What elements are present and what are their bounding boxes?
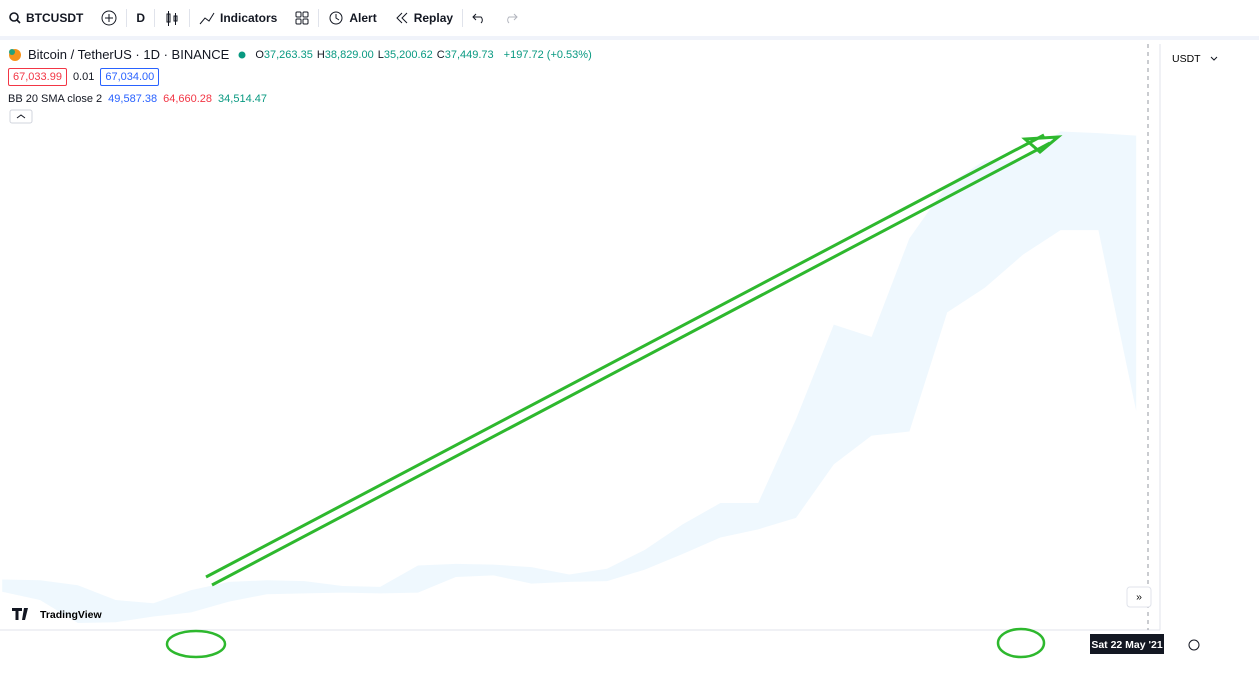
ohlc-key: O [255, 49, 264, 61]
indicator-name: BB 20 SMA close 2 [8, 93, 103, 105]
arrow-head [1021, 135, 1063, 154]
indicators-icon [199, 12, 215, 25]
separator [126, 9, 128, 27]
currency-caret [1210, 56, 1218, 61]
currency-button[interactable] [1166, 48, 1222, 68]
symbol-title: Bitcoin / TetherUS · 1D · BINANCE [28, 47, 230, 62]
settings-icon[interactable] [1188, 639, 1200, 651]
annotations [165, 133, 1063, 659]
logo-text: TradingView [40, 609, 102, 621]
highlight-ellipse [165, 629, 227, 659]
undo-icon [472, 13, 483, 24]
alert-button[interactable]: Alert [319, 10, 385, 26]
arrow-line [211, 141, 1051, 587]
indicator-lower: 34,514.47 [218, 93, 267, 105]
separator [318, 9, 320, 27]
collapse-icon [16, 114, 26, 119]
collapse-button[interactable] [9, 109, 33, 124]
ohlc: O37,263.35 H38,829.00 L35,200.62 C37,449.73 [255, 44, 497, 66]
grid-icon [295, 11, 309, 25]
ohlc-value: 37,449.73 [444, 49, 494, 61]
separator [189, 9, 190, 27]
indicator-basis: 49,587.38 [108, 93, 158, 105]
interval-button[interactable]: D [127, 11, 154, 25]
chart-type-button[interactable] [155, 10, 189, 26]
chart: Sat 22 May '21 » USDT TradingView [0, 44, 1259, 681]
replay-icon [395, 12, 408, 24]
alert-icon [329, 11, 343, 25]
search-icon [9, 12, 21, 24]
crosshair-date: Sat 22 May '21 [1091, 639, 1163, 651]
sell-price[interactable]: 67,033.99 [8, 68, 67, 86]
redo-icon [507, 13, 518, 24]
legend: Bitcoin / TetherUS · 1D · BINANCE O37,26… [8, 44, 592, 110]
replay-button[interactable]: Replay [386, 11, 462, 25]
buy-price[interactable]: 67,034.00 [100, 68, 160, 86]
ohlc-value: 37,263.35 [263, 49, 313, 61]
layouts-button[interactable] [286, 11, 318, 25]
separator [462, 9, 464, 27]
coin-icon [9, 49, 21, 61]
currency: USDT [1172, 53, 1201, 65]
spread: 0.01 [72, 71, 95, 83]
symbol: BTCUSDT [26, 11, 84, 25]
indicator-upper: 64,660.28 [163, 93, 213, 105]
separator [154, 9, 155, 27]
logo: TradingView [12, 608, 102, 621]
ohlc-value: 35,200.62 [383, 49, 433, 61]
indicators-button[interactable]: Indicators [190, 10, 286, 26]
interval: D [136, 11, 145, 25]
compare-button[interactable] [92, 10, 126, 26]
ohlc-key: L [377, 49, 384, 61]
highlight-ellipse [996, 627, 1046, 659]
ohlc-key: H [316, 49, 325, 61]
indicators-label: Indicators [220, 11, 278, 25]
market-status [238, 51, 246, 59]
change: +197.72 (+0.53%) [503, 49, 592, 61]
symbol-search[interactable]: BTCUSDT [0, 11, 92, 25]
redo-button[interactable] [495, 12, 527, 24]
crosshair-date-box [1090, 634, 1164, 654]
alert-label: Alert [349, 11, 377, 25]
toolbar: BTCUSDT D Indicators Alert Replay [0, 0, 1259, 40]
ohlc-key: C [436, 49, 445, 61]
scroll-button[interactable] [1126, 586, 1152, 608]
ohlc-value: 38,829.00 [324, 49, 374, 61]
candles-icon [166, 11, 178, 26]
plus-icon [101, 10, 117, 26]
band-fill [2, 131, 1137, 624]
logo-mark [12, 608, 28, 620]
plot [2, 131, 1137, 624]
arrow-line [205, 133, 1045, 579]
scroll-icon: » [1136, 591, 1142, 603]
replay-label: Replay [413, 11, 454, 25]
undo-button[interactable] [463, 12, 495, 24]
